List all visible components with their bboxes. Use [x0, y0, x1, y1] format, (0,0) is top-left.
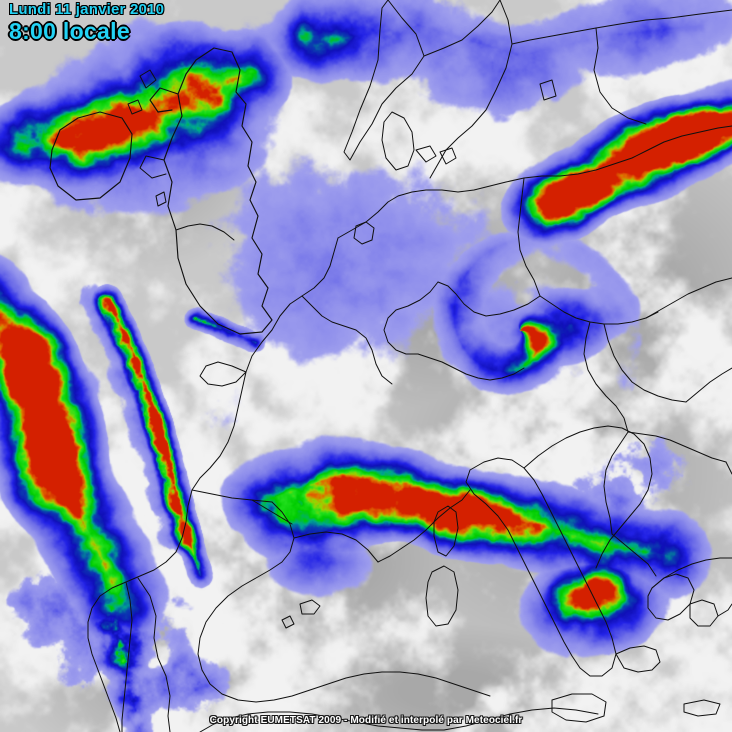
- satellite-precipitation-map: Lundi 11 janvier 2010 8:00 locale Copyri…: [0, 0, 732, 732]
- precipitation-raster-layer: [0, 0, 732, 732]
